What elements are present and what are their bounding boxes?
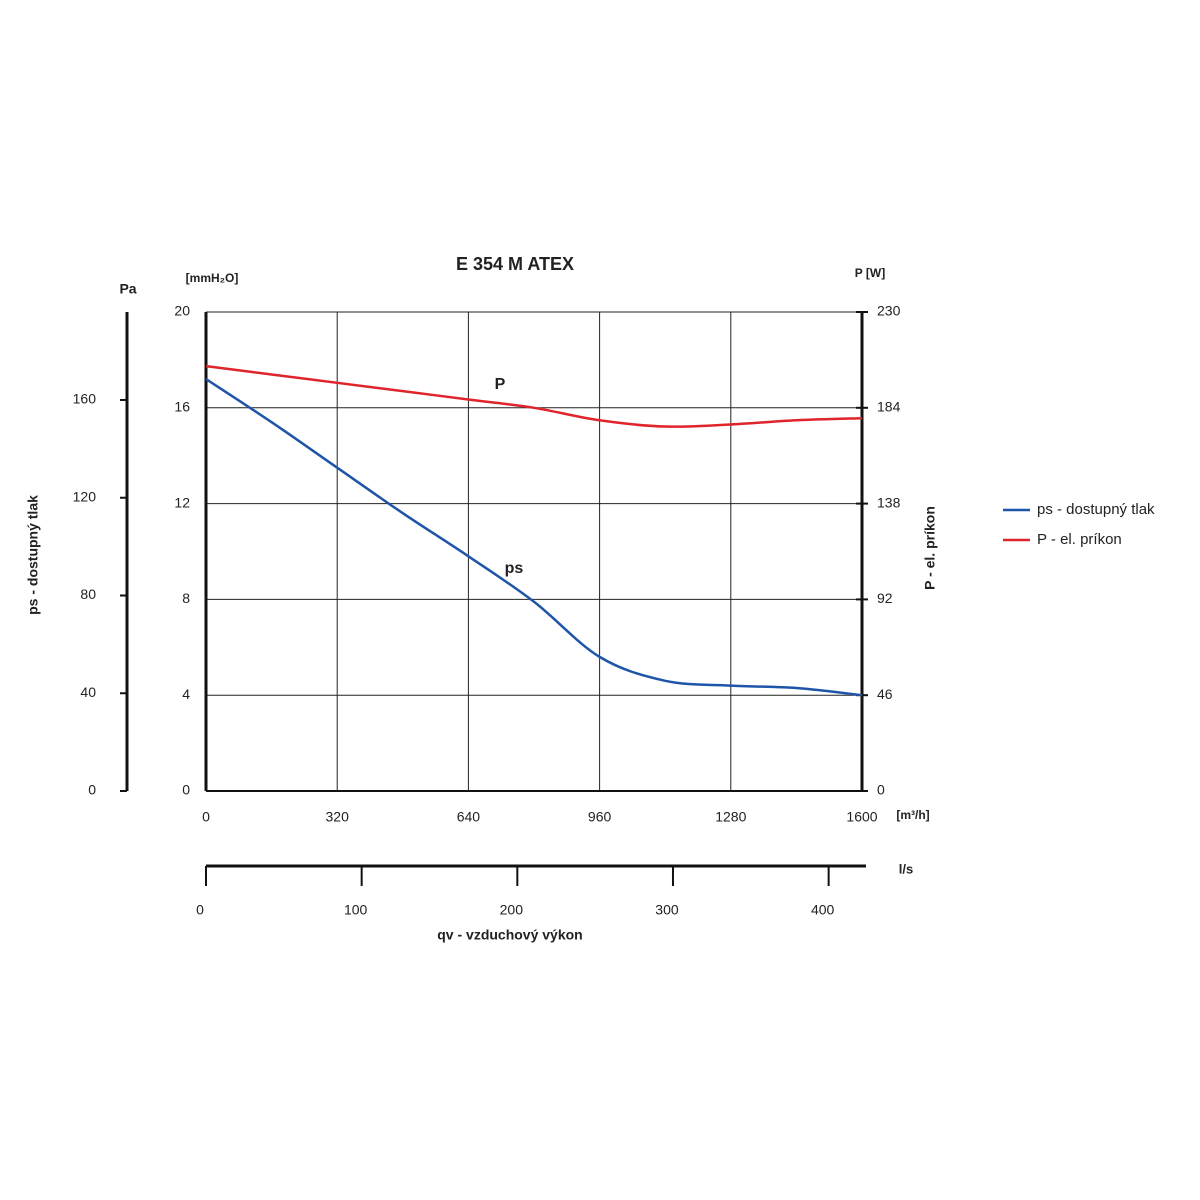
y-tick-label: 20	[174, 303, 190, 319]
series-line	[205, 378, 863, 697]
x-unit: [m³/h]	[896, 808, 929, 822]
y-tick-label: 8	[182, 590, 190, 606]
annotation: P	[495, 376, 506, 393]
x-tick-label: 960	[588, 809, 612, 825]
ls-tick-label: 0	[196, 902, 204, 918]
y2-label: P - el. príkon	[922, 506, 938, 590]
y2-tick-label: 138	[877, 494, 901, 510]
annotation: ps	[505, 560, 524, 577]
x-tick-label: 320	[326, 809, 350, 825]
ls-tick-label: 200	[500, 902, 524, 918]
y-label: ps - dostupný tlak	[25, 495, 41, 615]
pa-tick-label: 160	[73, 391, 97, 407]
x-label: qv - vzduchový výkon	[437, 927, 582, 943]
pa-tick-label: 40	[80, 684, 96, 700]
y-tick-label: 4	[182, 686, 190, 702]
pa-label: Pa	[119, 281, 136, 297]
series-line	[205, 364, 863, 428]
chart-title: E 354 M ATEX	[456, 254, 574, 274]
ls-tick-label: 100	[344, 902, 368, 918]
y2-tick-label: 230	[877, 303, 901, 319]
y2-tick-label: 46	[877, 686, 893, 702]
y-tick-label: 12	[174, 494, 190, 510]
y-tick-label: 0	[182, 782, 190, 798]
pa-tick-label: 80	[80, 586, 96, 602]
y-unit: [mmH₂O]	[186, 271, 239, 285]
x-tick-label: 0	[202, 809, 210, 825]
legend-label: P - el. príkon	[1037, 531, 1122, 548]
pa-tick-label: 120	[73, 488, 97, 504]
y2-unit: P [W]	[855, 266, 885, 280]
y2-tick-label: 184	[877, 399, 901, 415]
ls-tick-label: 300	[655, 902, 679, 918]
legend-label: ps - dostupný tlak	[1037, 501, 1155, 518]
y2-tick-label: 92	[877, 590, 893, 606]
y2-tick-label: 0	[877, 782, 885, 798]
pa-tick-label: 0	[88, 782, 96, 798]
ls-label: l/s	[899, 861, 913, 876]
x-tick-label: 1280	[715, 809, 746, 825]
x-tick-label: 640	[457, 809, 481, 825]
x-tick-label: 1600	[846, 809, 877, 825]
y-tick-label: 16	[174, 399, 190, 415]
ls-tick-label: 400	[811, 902, 835, 918]
